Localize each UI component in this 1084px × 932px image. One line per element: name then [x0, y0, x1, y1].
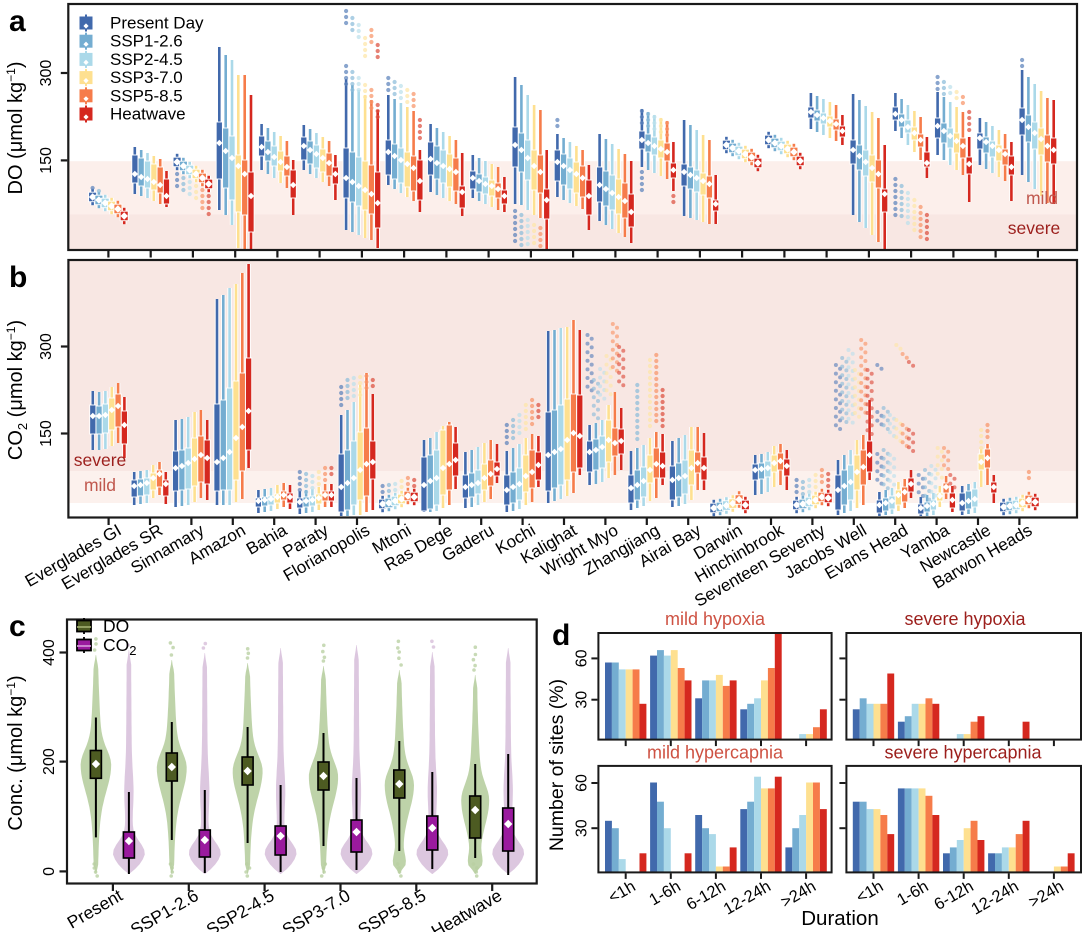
svg-text:d: d: [552, 619, 570, 652]
svg-text:b: b: [9, 261, 27, 294]
svg-text:Conc. (μmol kg−1): Conc. (μmol kg−1): [4, 675, 27, 830]
svg-text:SSP5-8.5: SSP5-8.5: [110, 86, 183, 105]
svg-text:30: 30: [573, 819, 590, 837]
svg-text:c: c: [9, 610, 26, 643]
svg-text:DO (μmol kg−1): DO (μmol kg−1): [4, 61, 27, 194]
svg-text:severe hypoxia: severe hypoxia: [904, 609, 1026, 629]
svg-text:Present Day: Present Day: [110, 14, 204, 33]
svg-text:a: a: [9, 5, 26, 38]
svg-text:CO2 (μmol kg−1): CO2 (μmol kg−1): [4, 320, 30, 460]
svg-text:Heatwave: Heatwave: [110, 105, 186, 124]
svg-text:150: 150: [38, 420, 55, 447]
svg-text:severe hypercapnia: severe hypercapnia: [884, 743, 1042, 763]
svg-text:mild: mild: [84, 475, 116, 495]
svg-text:SSP3-7.0: SSP3-7.0: [110, 68, 183, 87]
svg-text:300: 300: [38, 333, 55, 360]
svg-text:400: 400: [41, 639, 58, 666]
svg-text:0: 0: [41, 867, 58, 876]
svg-text:CO2: CO2: [103, 635, 136, 658]
svg-text:mild hypercapnia: mild hypercapnia: [647, 743, 784, 763]
svg-text:150: 150: [38, 147, 55, 174]
svg-text:mild: mild: [1026, 188, 1058, 208]
svg-text:SSP1-2.6: SSP1-2.6: [110, 32, 183, 51]
svg-text:60: 60: [573, 774, 590, 792]
svg-text:200: 200: [41, 748, 58, 775]
svg-text:DO: DO: [103, 616, 129, 636]
svg-text:severe: severe: [1008, 218, 1061, 238]
svg-text:mild hypoxia: mild hypoxia: [665, 609, 766, 629]
svg-text:Duration: Duration: [801, 907, 879, 930]
svg-text:SSP2-4.5: SSP2-4.5: [110, 50, 183, 69]
svg-text:60: 60: [573, 649, 590, 667]
svg-text:30: 30: [573, 691, 590, 709]
svg-text:300: 300: [38, 60, 55, 87]
svg-text:severe: severe: [74, 450, 127, 470]
svg-text:Number of sites (%): Number of sites (%): [546, 679, 568, 851]
